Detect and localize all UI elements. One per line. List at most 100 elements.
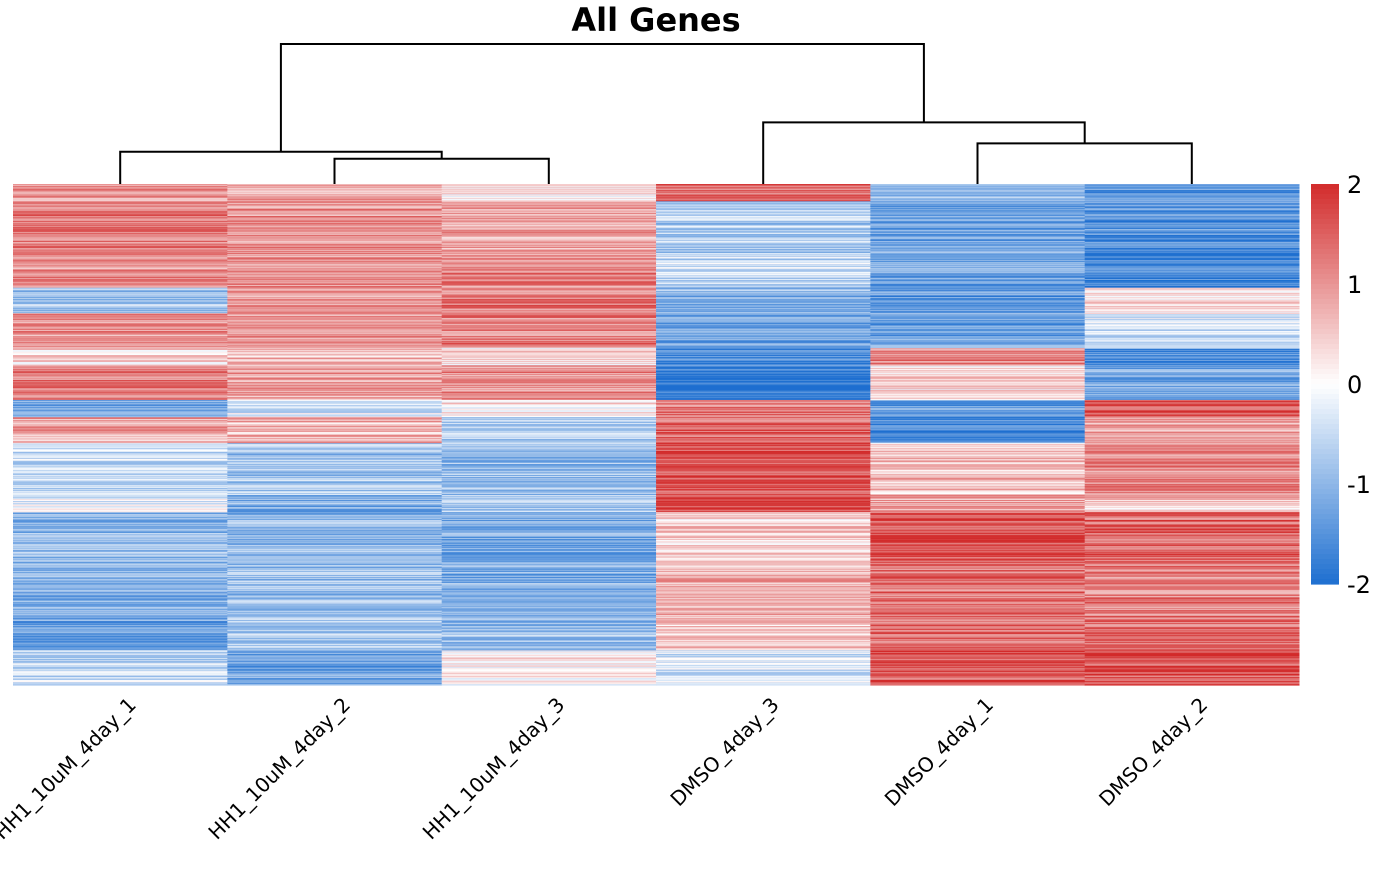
- heatmap-cell-seg5-col0: [13, 351, 228, 354]
- heatmap-cell-seg0-col5: [1084, 190, 1300, 193]
- heatmap-cell-seg2-col4: [870, 266, 1086, 269]
- colorbar-swatch: [1311, 284, 1339, 290]
- heatmap-cell-seg11-col1: [227, 558, 443, 560]
- heatmap-cell-seg1-col0: [13, 201, 228, 203]
- heatmap-cell-seg9-col4: [870, 485, 1086, 487]
- heatmap-cell-seg14-col5: [1084, 678, 1300, 681]
- heatmap-cell-seg12-col1: [227, 603, 443, 606]
- heatmap-cell-seg2-col5: [1084, 285, 1300, 287]
- heatmap-cell-seg0-col1: [227, 188, 443, 190]
- heatmap-cell-seg1-col5: [1084, 237, 1300, 240]
- heatmap-cell-seg1-col4: [870, 238, 1086, 240]
- heatmap-cell-seg8-col2: [441, 417, 657, 419]
- heatmap-cell-seg7-col5: [1084, 409, 1300, 411]
- heatmap-cell-seg6-col3: [656, 384, 871, 386]
- heatmap-cell-seg4-col4: [870, 328, 1086, 330]
- colorbar-swatch: [1311, 529, 1339, 535]
- heatmap-cell-seg1-col2: [441, 231, 657, 233]
- heatmap-cell-seg9-col2: [441, 463, 657, 466]
- heatmap-cell-seg13-col0: [13, 626, 228, 628]
- heatmap-cell-seg14-col3: [656, 652, 871, 654]
- heatmap-cell-seg1-col5: [1084, 222, 1300, 225]
- heatmap-cell-seg12-col4: [870, 583, 1086, 585]
- heatmap-cell-seg14-col3: [656, 653, 871, 656]
- heatmap-cell-seg11-col5: [1084, 558, 1300, 560]
- heatmap-cell-seg12-col5: [1084, 596, 1300, 598]
- heatmap-cell-seg11-col1: [227, 546, 443, 549]
- heatmap-cell-seg10-col0: [13, 495, 228, 498]
- heatmap-cell-seg6-col3: [656, 367, 871, 370]
- heatmap-cell-seg6-col2: [441, 390, 657, 392]
- heatmap-cell-seg1-col2: [441, 237, 657, 240]
- heatmap-cell-seg13-col4: [870, 640, 1086, 643]
- heatmap-cell-seg8-col5: [1084, 424, 1300, 426]
- heatmap-cell-seg1-col0: [13, 238, 228, 240]
- heatmap-cell-seg0-col3: [656, 197, 871, 200]
- heatmap-cell-seg5-col2: [441, 348, 657, 350]
- heatmap-cell-seg3-col2: [441, 304, 657, 306]
- heatmap-cell-seg12-col1: [227, 589, 443, 592]
- heatmap-cell-seg13-col2: [441, 649, 657, 652]
- heatmap-cell-seg14-col5: [1084, 654, 1300, 657]
- heatmap-cell-seg9-col1: [227, 475, 443, 477]
- heatmap-cell-seg14-col5: [1084, 659, 1300, 661]
- heatmap-cell-seg2-col4: [870, 278, 1086, 280]
- heatmap-cell-seg3-col1: [227, 311, 443, 314]
- heatmap-cell-seg7-col1: [227, 403, 443, 405]
- heatmap-cell-seg11-col2: [441, 554, 657, 557]
- heatmap-cell-seg9-col4: [870, 461, 1086, 463]
- heatmap-cell-seg1-col1: [227, 245, 443, 247]
- heatmap-cell-seg12-col4: [870, 588, 1086, 590]
- heatmap-cell-seg2-col1: [227, 263, 443, 265]
- heatmap-cell-seg6-col1: [227, 377, 443, 379]
- heatmap-cell-seg11-col1: [227, 551, 443, 554]
- heatmap-cell-seg4-col5: [1084, 323, 1300, 326]
- heatmap-cell-seg9-col1: [227, 486, 443, 488]
- heatmap-cell-seg11-col0: [13, 538, 228, 540]
- heatmap-cell-seg13-col1: [227, 647, 443, 650]
- heatmap-cell-seg12-col5: [1084, 566, 1300, 569]
- heatmap-cell-seg11-col5: [1084, 548, 1300, 550]
- heatmap-cell-seg4-col0: [13, 322, 228, 324]
- heatmap-cell-seg12-col1: [227, 593, 443, 595]
- heatmap-cell-seg4-col3: [656, 317, 871, 320]
- heatmap-cell-seg14-col1: [227, 658, 443, 660]
- heatmap-cell-seg12-col2: [441, 596, 657, 598]
- heatmap-cell-seg6-col5: [1084, 365, 1300, 367]
- heatmap-cell-seg9-col0: [13, 463, 228, 465]
- heatmap-cell-seg4-col2: [441, 346, 657, 348]
- heatmap-cell-seg9-col0: [13, 487, 228, 489]
- heatmap-cell-seg6-col0: [13, 372, 228, 374]
- heatmap-cell-seg8-col0: [13, 436, 228, 438]
- heatmap-cell-seg11-col0: [13, 554, 228, 557]
- heatmap-cell-seg1-col0: [13, 241, 228, 244]
- heatmap-cell-seg6-col4: [870, 393, 1086, 395]
- heatmap-cell-seg8-col4: [870, 439, 1086, 442]
- heatmap-cell-seg12-col1: [227, 601, 443, 603]
- heatmap-cell-seg0-col4: [870, 191, 1086, 194]
- heatmap-cell-seg11-col3: [656, 515, 871, 518]
- heatmap-cell-seg12-col1: [227, 600, 443, 602]
- heatmap-cell-seg14-col4: [870, 673, 1086, 676]
- heatmap-cell-seg1-col2: [441, 221, 657, 223]
- heatmap-cell-seg7-col5: [1084, 400, 1300, 403]
- heatmap-cell-seg11-col3: [656, 554, 871, 557]
- column-labels: HH1_10uM_4day_1 HH1_10uM_4day_2 HH1_10uM_4…: [0, 693, 1212, 845]
- colorbar-swatch: [1311, 389, 1339, 395]
- heatmap-cell-seg1-col0: [13, 248, 228, 251]
- heatmap-cell-seg9-col4: [870, 447, 1086, 449]
- heatmap-cell-seg10-col5: [1084, 502, 1300, 505]
- heatmap-cell-seg7-col5: [1084, 408, 1300, 411]
- colorbar-swatch: [1311, 464, 1339, 470]
- heatmap-cell-seg1-col4: [870, 218, 1086, 221]
- heatmap-cell-seg9-col3: [656, 470, 871, 473]
- heatmap-cell-seg9-col1: [227, 487, 443, 489]
- heatmap-cell-seg6-col5: [1084, 368, 1300, 371]
- heatmap-cell-seg4-col4: [870, 322, 1086, 324]
- heatmap-cell-seg4-col2: [441, 317, 657, 319]
- heatmap-cell-seg4-col0: [13, 329, 228, 331]
- heatmap-cell-seg12-col4: [870, 577, 1086, 579]
- heatmap-cell-seg12-col0: [13, 610, 228, 613]
- heatmap-cell-seg10-col4: [870, 506, 1086, 508]
- heatmap-cell-seg9-col0: [13, 492, 228, 494]
